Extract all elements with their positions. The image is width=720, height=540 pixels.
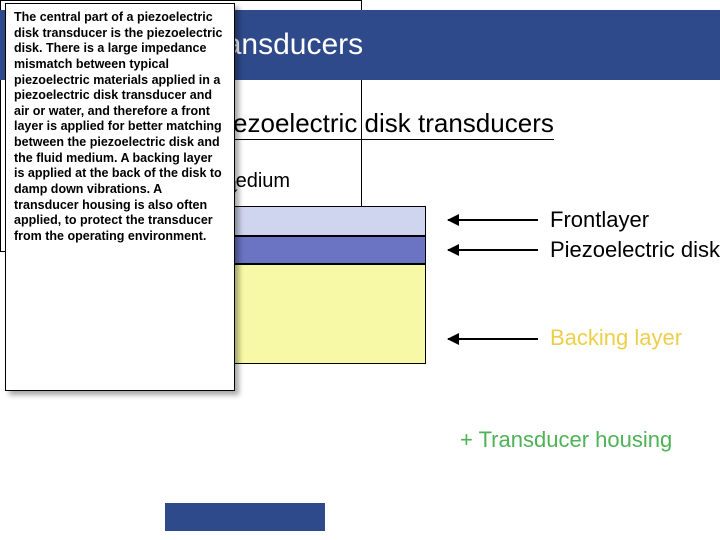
- label-piezo-disk: Piezoelectric disk: [550, 237, 720, 263]
- label-backing-layer: Backing layer: [550, 325, 682, 351]
- arrow-backing: [448, 338, 538, 340]
- arrow-piezo-disk: [448, 249, 538, 251]
- description-tooltip: The central part of a piezoelectric disk…: [5, 3, 235, 391]
- footer-accent-bar: [165, 503, 325, 531]
- label-housing: + Transducer housing: [460, 427, 672, 453]
- label-frontlayer: Frontlayer: [550, 207, 649, 233]
- arrow-frontlayer: [448, 219, 538, 221]
